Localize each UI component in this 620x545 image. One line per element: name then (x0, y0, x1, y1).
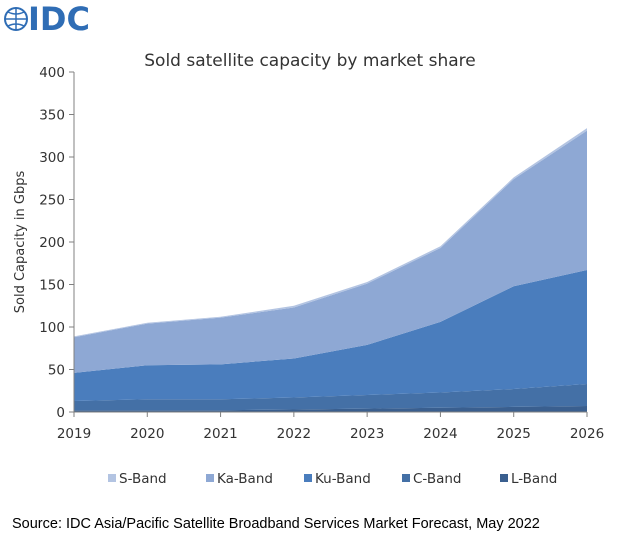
legend-swatch (206, 474, 214, 482)
x-tick-label: 2023 (350, 426, 384, 442)
y-tick-label: 300 (39, 150, 65, 166)
logo-text: IDC (28, 0, 90, 38)
legend-swatch (402, 474, 410, 482)
x-tick-labels: 2019 2020 2021 2022 2023 2024 2025 2026 (57, 426, 604, 442)
y-tick-label: 250 (39, 193, 65, 209)
area-chart: Sold satellite capacity by market share … (13, 51, 604, 487)
chart-title: Sold satellite capacity by market share (144, 51, 476, 71)
x-tick-label: 2025 (497, 426, 531, 442)
y-tick-label: 50 (48, 363, 65, 379)
area-ka-band (74, 130, 587, 373)
x-tick-label: 2024 (423, 426, 457, 442)
legend-item-ka-band: Ka-Band (206, 471, 273, 487)
x-tick-label: 2022 (277, 426, 311, 442)
area-layers (74, 72, 587, 412)
legend-item-l-band: L-Band (500, 471, 557, 487)
area-s-band (74, 128, 587, 338)
area-c-band (74, 383, 587, 411)
axes (69, 71, 588, 417)
legend-swatch (304, 474, 312, 482)
legend-swatch (108, 474, 116, 482)
idc-globe-icon (4, 7, 28, 31)
y-tick-label: 400 (39, 65, 65, 81)
y-tick-label: 100 (39, 320, 65, 336)
x-tick-label: 2019 (57, 426, 91, 442)
y-tick-label: 350 (39, 108, 65, 124)
legend-item-ku-band: Ku-Band (304, 471, 371, 487)
legend-label: L-Band (511, 471, 557, 487)
y-tick-labels: 0 50 100 150 200 250 300 350 400 (39, 65, 65, 421)
source-note: Source: IDC Asia/Pacific Satellite Broad… (12, 516, 540, 532)
legend-item-s-band: S-Band (108, 471, 167, 487)
area-ku-band (74, 270, 587, 401)
x-tick-label: 2026 (570, 426, 604, 442)
legend-item-c-band: C-Band (402, 471, 461, 487)
legend-label: S-Band (119, 471, 167, 487)
y-tick-label: 0 (56, 405, 65, 421)
legend-label: C-Band (413, 471, 461, 487)
legend-label: Ka-Band (217, 471, 273, 487)
x-tick-label: 2021 (203, 426, 237, 442)
legend: S-Band Ka-Band Ku-Band C-Band L-Band (108, 471, 557, 487)
x-tick-label: 2020 (130, 426, 164, 442)
y-axis-label: Sold Capacity in Gbps (13, 171, 28, 314)
legend-swatch (500, 474, 508, 482)
y-tick-label: 200 (39, 235, 65, 251)
area-l-band (74, 406, 587, 412)
y-tick-label: 150 (39, 278, 65, 294)
legend-label: Ku-Band (315, 471, 371, 487)
